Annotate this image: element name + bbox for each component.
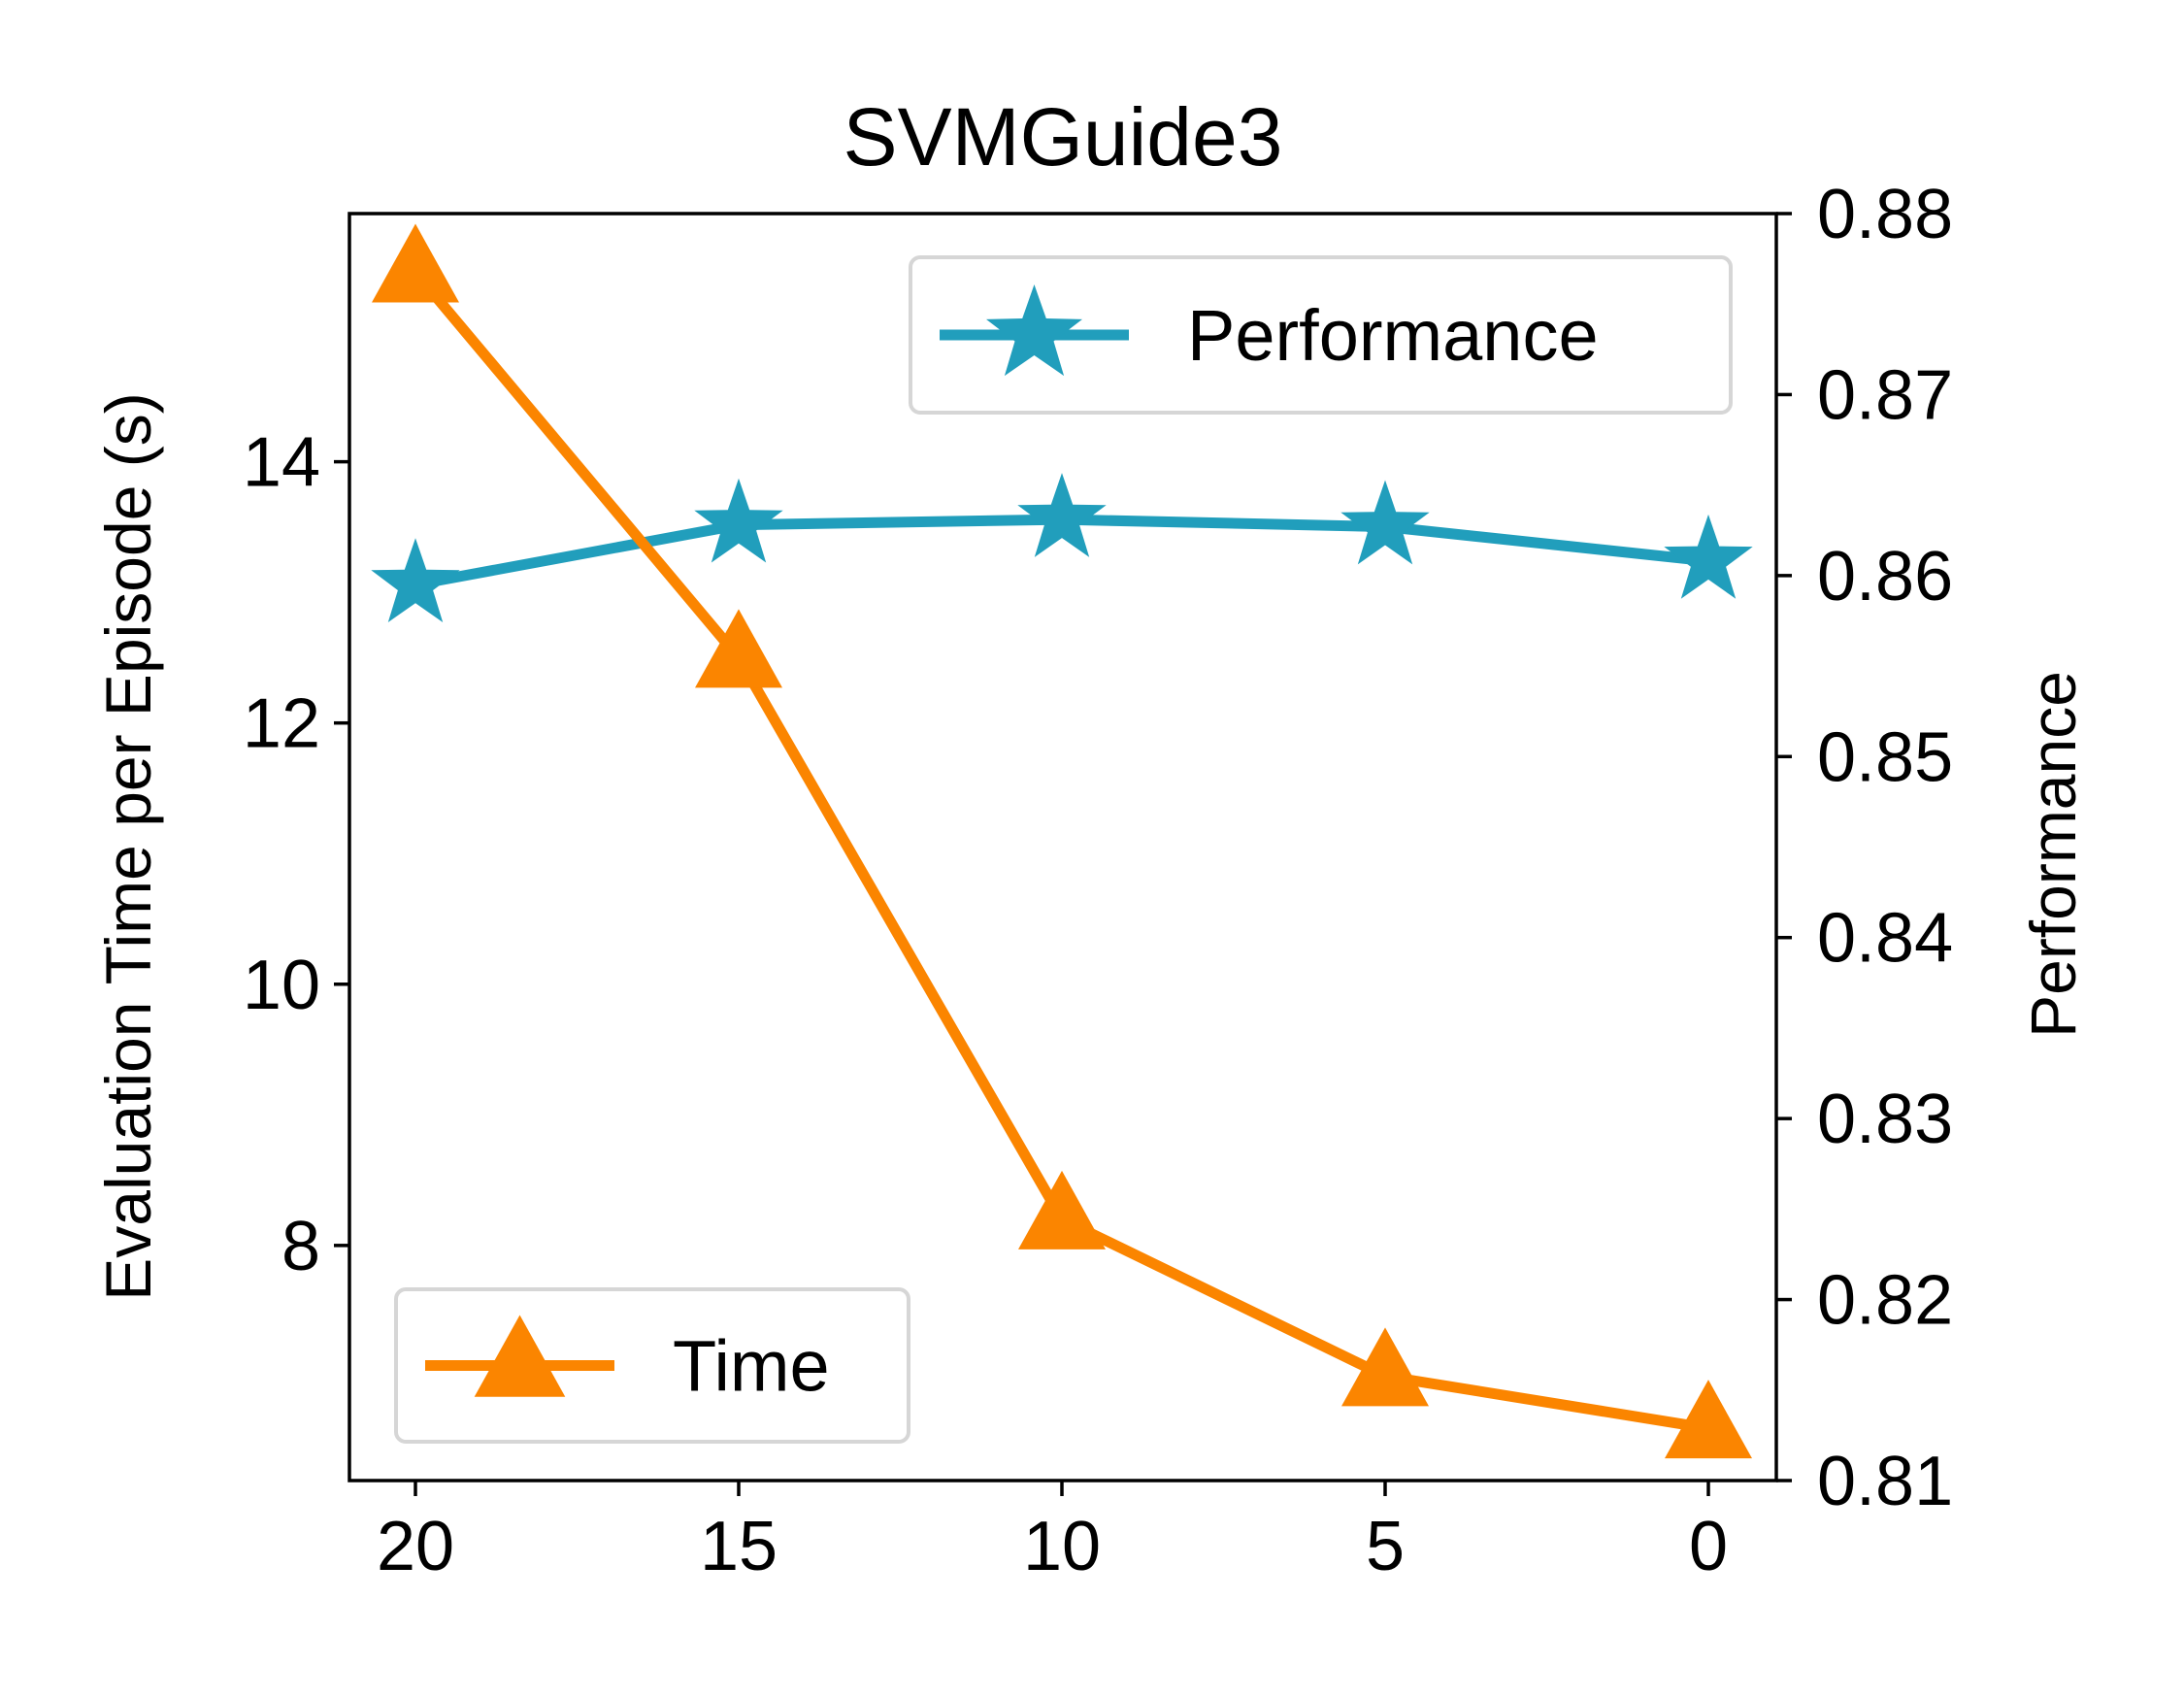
y-tick-label-left: 10 [243, 947, 320, 1024]
y-tick-label-right: 0.84 [1817, 900, 1953, 978]
y-tick-label-right: 0.88 [1817, 176, 1953, 253]
y-tick-label-left: 8 [281, 1208, 320, 1285]
performance-legend-marker [986, 284, 1082, 377]
time-data-point [1665, 1380, 1752, 1459]
series-layer [371, 223, 1753, 1459]
x-tick-label: 10 [1023, 1508, 1101, 1585]
time-data-point [695, 609, 782, 688]
performance-data-point [1664, 514, 1753, 599]
time-legend-marker [474, 1315, 566, 1397]
performance-legend-box [909, 255, 1733, 415]
y-axis-label-right: Performance [2017, 671, 2089, 1038]
y-tick-label-left: 14 [243, 424, 320, 502]
y-tick-label-right: 0.82 [1817, 1262, 1953, 1340]
time-data-point [372, 223, 459, 303]
chart-title: SVMGuide3 [844, 91, 1283, 183]
y-tick-label-left: 12 [243, 685, 320, 763]
performance-data-point [694, 478, 783, 563]
x-tick-label: 5 [1366, 1508, 1405, 1585]
x-tick-label: 15 [700, 1508, 778, 1585]
y-tick-label-right: 0.81 [1817, 1443, 1953, 1520]
x-tick-label: 0 [1689, 1508, 1728, 1585]
legend-layer: Performance Time [394, 255, 1733, 1444]
y-tick-label-right: 0.87 [1817, 356, 1953, 434]
x-tick-label: 20 [377, 1508, 454, 1585]
time-data-point [1018, 1170, 1106, 1249]
y-tick-label-right: 0.86 [1817, 538, 1953, 616]
y-axis-label-left: Evaluation Time per Episode (s) [92, 392, 164, 1300]
time-data-point [1341, 1327, 1429, 1407]
y-tick-label-right: 0.85 [1817, 718, 1953, 796]
performance-data-point [371, 538, 460, 622]
y-tick-label-right: 0.83 [1817, 1081, 1953, 1158]
performance-data-point [1340, 480, 1430, 565]
performance-data-point [1017, 473, 1107, 557]
axes-layer: 20 15 10 5 0 8 10 12 14 0.81 0.82 0.83 0.84 0.85 0.86 0… [243, 176, 1953, 1585]
time-legend-label: Time [673, 1326, 830, 1407]
performance-legend-label: Performance [1187, 295, 1599, 376]
